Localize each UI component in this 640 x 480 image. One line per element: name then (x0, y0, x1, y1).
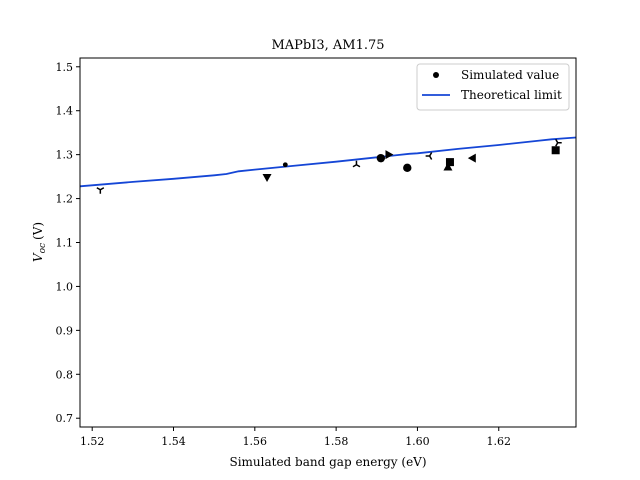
x-tick-label: 1.52 (80, 435, 105, 448)
x-axis: 1.52 1.54 1.56 1.58 1.60 1.62 (80, 427, 511, 448)
simulated-point-triangle-down (262, 173, 272, 182)
simulated-point-tri-left (425, 152, 433, 160)
x-tick-label: 1.54 (161, 435, 186, 448)
x-axis-title: Simulated band gap energy (eV) (229, 455, 426, 469)
simulated-point-triangle-right (385, 150, 394, 160)
x-tick-label: 1.60 (405, 435, 430, 448)
y-tick-label: 1.0 (56, 280, 74, 293)
chart-title: MAPbI3, AM1.75 (271, 38, 384, 53)
y-axis-title-sub: oc (38, 243, 48, 253)
simulated-point-triangle-left (467, 153, 476, 163)
simulated-point-tri-right (555, 138, 562, 147)
y-axis-title: Voc (V) (31, 222, 48, 262)
y-tick-label: 0.9 (56, 324, 74, 337)
y-axis-title-main: V (31, 252, 45, 262)
x-tick-label: 1.62 (487, 435, 512, 448)
y-tick-label: 1.2 (56, 193, 74, 206)
plot-area (79, 136, 577, 194)
simulated-point-circle (403, 163, 412, 173)
theoretical-limit-line (79, 136, 577, 188)
plot-frame (79, 57, 577, 428)
legend-marker-simulated (433, 72, 439, 78)
simulated-point-triangle-up (443, 162, 453, 171)
simulated-point-square (551, 146, 560, 155)
legend: Simulated value Theoretical limit (416, 63, 570, 111)
simulated-point-tri-down (96, 187, 105, 194)
simulated-point-point (282, 162, 288, 168)
simulated-point-square (445, 158, 454, 167)
y-tick-label: 1.4 (56, 105, 74, 118)
y-tick-label: 1.1 (56, 237, 74, 250)
y-axis: 0.7 0.8 0.9 1.0 1.1 1.2 1.3 1.4 1.5 (56, 61, 80, 425)
y-axis-title-unit: (V) (31, 222, 45, 240)
svg-text:Voc(V): Voc (V) (31, 222, 48, 262)
y-tick-label: 1.3 (56, 149, 74, 162)
simulated-point-tri-up (352, 160, 361, 168)
legend-label-simulated: Simulated value (461, 68, 559, 82)
x-tick-label: 1.56 (243, 435, 268, 448)
y-tick-label: 1.5 (56, 61, 74, 74)
x-tick-label: 1.58 (324, 435, 349, 448)
y-tick-label: 0.8 (56, 368, 74, 381)
legend-label-theoretical: Theoretical limit (461, 88, 562, 102)
simulated-point-circle (376, 153, 386, 163)
y-tick-label: 0.7 (56, 412, 74, 425)
legend-box (416, 63, 570, 111)
